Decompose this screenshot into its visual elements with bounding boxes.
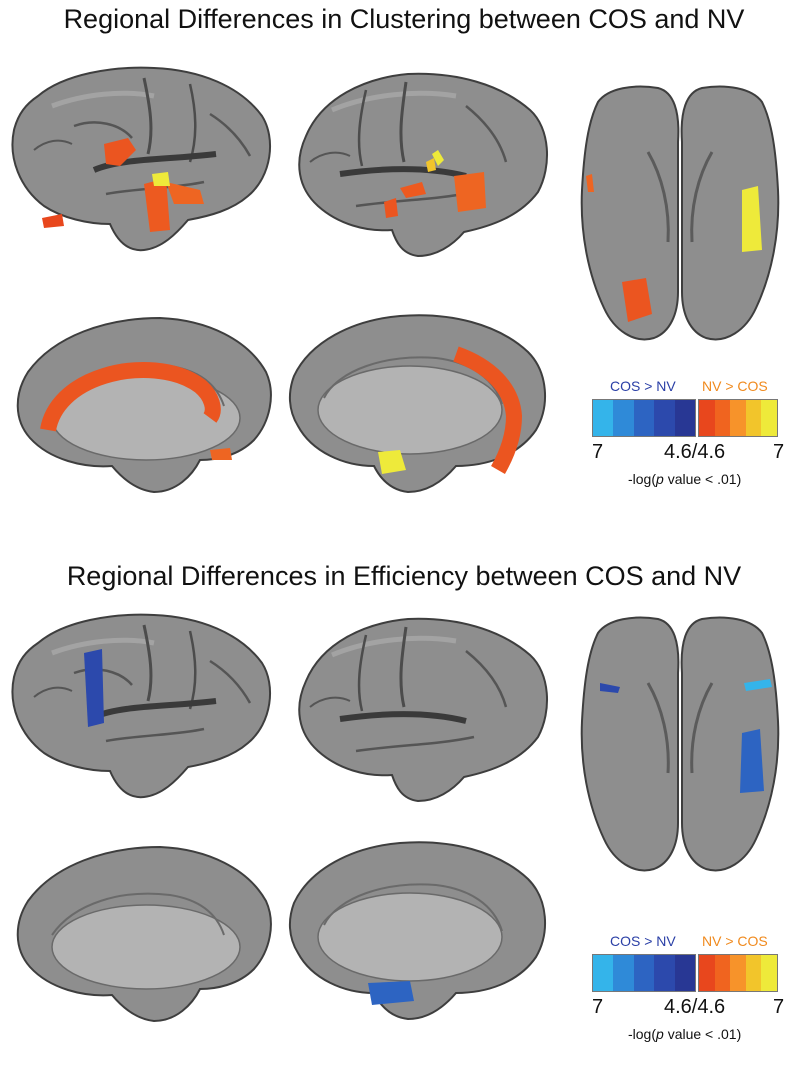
brain-left-medial (16, 845, 272, 1023)
brain-left-medial (16, 316, 272, 494)
legend-tick-left: 7 (592, 441, 604, 463)
legend-tick-right: 7 (773, 996, 785, 1018)
brain-inferior-view (580, 616, 780, 872)
legend-orange-colorbar (698, 954, 778, 992)
brain-right-medial (288, 314, 546, 494)
legend-tick-mid: 4.6/4.6 (664, 996, 726, 1018)
legend-blue-colorbar (592, 399, 696, 437)
legend-tick-mid: 4.6/4.6 (664, 441, 726, 463)
legend-axis-label: -log(p value < .01) (628, 1026, 742, 1042)
brain-right-medial (288, 841, 546, 1021)
brain-right-lateral (298, 72, 548, 258)
legend-nv-gt-cos-label: NV > COS (702, 933, 768, 949)
brain-inferior-view (580, 85, 780, 341)
brain-left-lateral (11, 613, 272, 799)
legend-cos-gt-nv-label: COS > NV (610, 933, 676, 949)
legend-orange-colorbar (698, 399, 778, 437)
legend-blue-colorbar (592, 954, 696, 992)
clustering-title: Regional Differences in Clustering betwe… (63, 4, 745, 34)
brain-right-lateral (298, 617, 548, 803)
brain-left-lateral (11, 66, 272, 252)
legend-tick-left: 7 (592, 996, 604, 1018)
legend-cos-gt-nv-label: COS > NV (610, 378, 676, 394)
legend-axis-label: -log(p value < .01) (628, 471, 742, 487)
efficiency-legend: COS > NV NV > COS 7 4.6/4.6 7 -log(p val… (590, 933, 790, 1073)
clustering-legend: COS > NV NV > COS 7 4.6/4.6 7 -log(p val… (590, 378, 790, 518)
legend-nv-gt-cos-label: NV > COS (702, 378, 768, 394)
efficiency-panel: Regional Differences in Efficiency betwe… (0, 545, 808, 1042)
legend-tick-right: 7 (773, 441, 785, 463)
efficiency-title: Regional Differences in Efficiency betwe… (66, 561, 742, 591)
clustering-panel: Regional Differences in Clustering betwe… (0, 0, 808, 530)
